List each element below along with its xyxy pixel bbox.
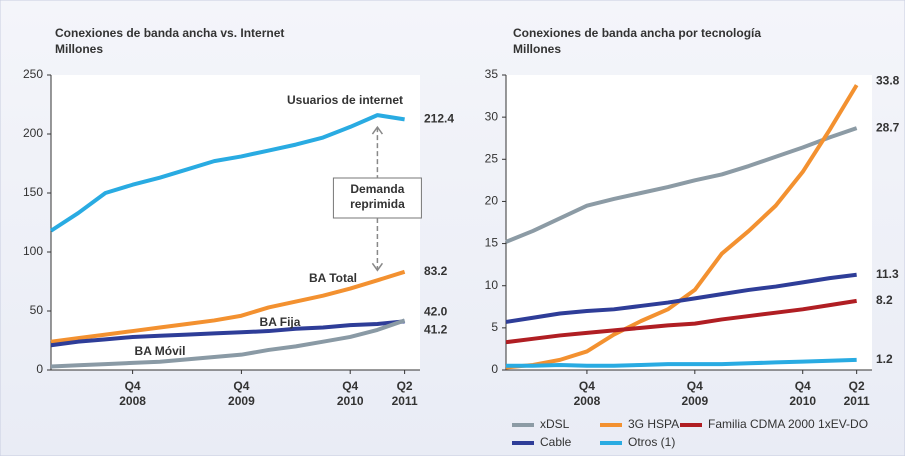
arrow-head xyxy=(371,125,384,135)
series-label: BA Fija xyxy=(260,315,301,329)
value-label: 8.2 xyxy=(876,293,893,307)
y-tick-label: 25 xyxy=(485,151,499,165)
chart-title: Conexiones de banda ancha por tecnología xyxy=(513,26,761,40)
legend-label: Otros (1) xyxy=(628,435,675,449)
value-label: 11.3 xyxy=(876,267,899,281)
x-tick-label: Q4 xyxy=(795,379,811,393)
y-tick-label: 0 xyxy=(491,362,498,376)
y-tick-label: 5 xyxy=(491,320,498,334)
legend-label: Familia CDMA 2000 1xEV-DO xyxy=(708,417,868,431)
x-tick-label: 2009 xyxy=(681,394,708,408)
chart-subtitle: Millones xyxy=(55,42,103,56)
series-label: BA Móvil xyxy=(135,344,186,358)
y-tick-label: 35 xyxy=(485,67,499,81)
annotation-text: reprimida xyxy=(350,197,405,211)
value-label: 33.8 xyxy=(876,73,900,87)
x-tick-label: 2011 xyxy=(392,394,418,408)
line-series xyxy=(505,298,857,345)
x-tick-label: 2008 xyxy=(119,394,146,408)
line-series xyxy=(50,319,405,348)
line-series xyxy=(505,126,858,244)
legend-label: 3G HSPA xyxy=(628,417,679,431)
value-label: 42.0 xyxy=(424,305,448,319)
value-label: 1.2 xyxy=(876,352,893,366)
x-tick-label: Q4 xyxy=(125,379,141,393)
legend-label: Cable xyxy=(540,435,572,449)
y-tick-label: 30 xyxy=(485,109,499,123)
y-tick-label: 10 xyxy=(485,278,499,292)
line-series xyxy=(50,269,406,344)
line-series xyxy=(506,357,857,368)
line-series xyxy=(50,318,406,369)
x-tick-label: Q4 xyxy=(233,379,249,393)
y-tick-label: 200 xyxy=(23,126,43,140)
line-series xyxy=(505,272,857,324)
y-tick-label: 150 xyxy=(23,185,43,199)
series-label: BA Total xyxy=(309,271,357,285)
y-tick-label: 250 xyxy=(23,67,43,81)
line-series xyxy=(49,113,405,233)
value-label: 83.2 xyxy=(424,264,448,278)
y-tick-label: 100 xyxy=(23,244,43,258)
y-tick-label: 50 xyxy=(30,303,44,317)
x-tick-label: Q4 xyxy=(687,379,703,393)
x-tick-label: 2010 xyxy=(337,394,364,408)
x-tick-label: 2008 xyxy=(574,394,601,408)
value-label: 41.2 xyxy=(424,323,448,337)
arrow-head xyxy=(371,262,384,272)
value-label: 212.4 xyxy=(424,112,454,126)
x-tick-label: 2011 xyxy=(844,394,870,408)
legend-label: xDSL xyxy=(540,417,570,431)
y-tick-label: 0 xyxy=(36,362,43,376)
x-tick-label: Q4 xyxy=(342,379,358,393)
value-label: 28.7 xyxy=(876,120,900,134)
chart-title: Conexiones de banda ancha vs. Internet xyxy=(55,26,284,40)
x-tick-label: Q4 xyxy=(579,379,595,393)
y-tick-label: 15 xyxy=(485,236,499,250)
y-tick-label: 20 xyxy=(485,194,499,208)
x-tick-label: Q2 xyxy=(849,379,865,393)
series-label: Usuarios de internet xyxy=(287,93,403,107)
x-tick-label: 2010 xyxy=(789,394,816,408)
annotation-text: Demanda xyxy=(350,182,404,196)
x-tick-label: Q2 xyxy=(397,379,413,393)
chart-subtitle: Millones xyxy=(513,42,561,56)
plot-area xyxy=(506,75,872,370)
x-tick-label: 2009 xyxy=(228,394,255,408)
